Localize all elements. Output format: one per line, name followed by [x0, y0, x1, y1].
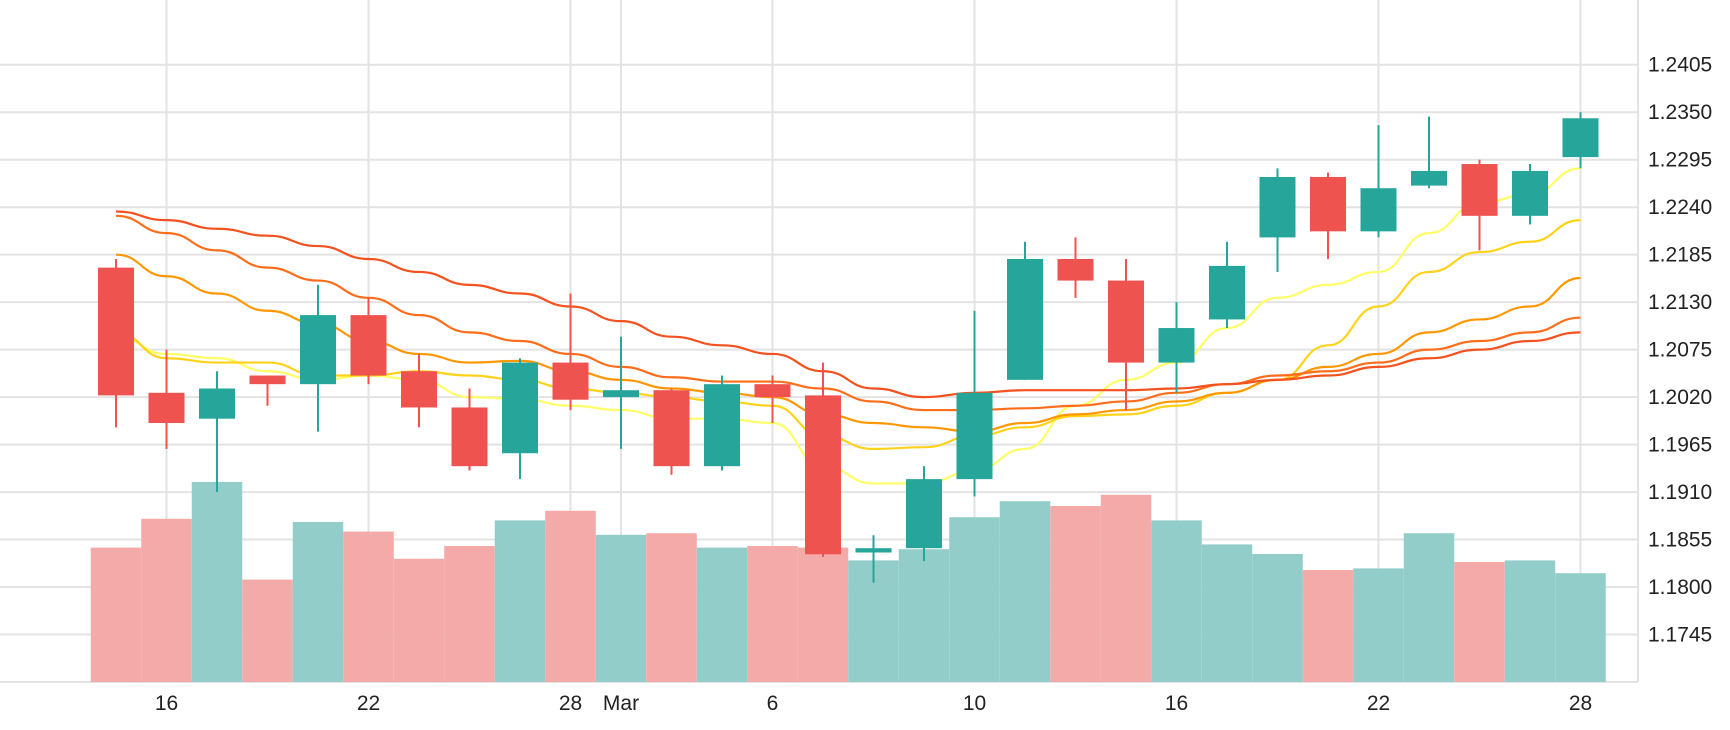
- candle-body: [1562, 118, 1599, 158]
- candle-body: [1310, 176, 1346, 232]
- price-tick-label: 1.1800: [1648, 576, 1712, 599]
- candle-body: [300, 315, 336, 385]
- volume-bar: [1151, 520, 1202, 682]
- time-tick-label: 6: [767, 692, 779, 715]
- volume-bar: [444, 546, 495, 682]
- candle-body: [805, 395, 841, 555]
- candle-body: [148, 392, 185, 424]
- candle-body: [1259, 176, 1296, 238]
- candle-body: [1007, 258, 1043, 380]
- candle-body: [1209, 265, 1245, 320]
- price-tick-label: 1.2405: [1648, 54, 1712, 77]
- price-tick-label: 1.2020: [1648, 386, 1712, 409]
- candle-body: [1158, 328, 1195, 363]
- candle-body: [199, 388, 235, 419]
- time-tick-label: 22: [357, 692, 380, 715]
- candles: [98, 112, 1599, 583]
- volume-bar: [1504, 560, 1556, 682]
- price-tick-label: 1.2075: [1648, 339, 1712, 362]
- volume-bar: [1353, 568, 1404, 682]
- volume-bar: [999, 501, 1051, 682]
- candle-body: [754, 384, 791, 398]
- candle-body: [350, 315, 387, 376]
- volume-bar: [949, 517, 1000, 682]
- price-tick-label: 1.1745: [1648, 624, 1712, 647]
- volume-bar: [696, 547, 748, 682]
- price-tick-label: 1.2240: [1648, 196, 1712, 219]
- volume-bar: [747, 546, 798, 682]
- time-tick-label: 22: [1367, 692, 1390, 715]
- candle-body: [98, 267, 134, 396]
- candle-body: [704, 384, 740, 467]
- volume-bar: [292, 522, 344, 682]
- candle-body: [1461, 164, 1498, 216]
- volume-bar: [797, 547, 849, 682]
- candle-body: [906, 479, 942, 549]
- volume-bar: [1100, 494, 1152, 682]
- volume-bar: [494, 520, 546, 682]
- volume-bar: [646, 533, 697, 682]
- candle-body: [1360, 188, 1397, 232]
- volume-bar: [393, 558, 445, 682]
- time-tick-label: 16: [155, 692, 178, 715]
- volume-bar: [1252, 554, 1303, 682]
- candle-body: [653, 390, 690, 467]
- price-tick-label: 1.1855: [1648, 529, 1712, 552]
- candle-body: [502, 362, 538, 454]
- volume-bar: [898, 549, 950, 682]
- time-tick-label: 16: [1165, 692, 1188, 715]
- price-tick-label: 1.2295: [1648, 149, 1712, 172]
- volume-bar: [343, 531, 394, 682]
- candle-body: [552, 362, 589, 400]
- time-tick-label: 28: [559, 692, 582, 715]
- candle-body: [603, 390, 639, 398]
- volume-bar: [545, 510, 596, 682]
- volume-bar: [1454, 562, 1505, 682]
- volume-bar: [90, 547, 142, 682]
- candle-body: [1411, 170, 1447, 186]
- candle-body: [401, 371, 437, 408]
- time-tick-label: 28: [1569, 692, 1592, 715]
- price-tick-label: 1.2130: [1648, 291, 1712, 314]
- time-axis: 16 22 28 Mar 6 10 16 22 28: [155, 692, 1592, 715]
- candle-body: [855, 548, 892, 553]
- volume-bar: [1403, 533, 1455, 682]
- price-tick-label: 1.1965: [1648, 434, 1712, 457]
- volume-bar: [595, 534, 647, 682]
- volume-bar: [191, 482, 243, 682]
- volume-bar: [1050, 506, 1101, 682]
- volume-bar: [141, 518, 192, 682]
- price-tick-label: 1.1910: [1648, 481, 1712, 504]
- volume-bar: [1555, 573, 1606, 682]
- price-axis: 1.2405 1.2350 1.2295 1.2240 1.2185 1.2130 1.20…: [1648, 54, 1712, 647]
- candle-body: [956, 392, 993, 480]
- candle-body: [1512, 170, 1548, 216]
- candle-body: [1057, 258, 1094, 281]
- candle-body: [451, 407, 488, 467]
- moving-average-line: [115, 214, 1581, 412]
- moving-average-line: [115, 210, 1581, 399]
- candle-body: [1108, 280, 1144, 363]
- price-tick-label: 1.2350: [1648, 101, 1712, 124]
- volume-bar: [1201, 544, 1253, 682]
- time-tick-label: Mar: [603, 692, 639, 715]
- time-tick-label: 10: [963, 692, 986, 715]
- volume-bar: [1302, 570, 1354, 682]
- price-tick-label: 1.2185: [1648, 244, 1712, 267]
- candle-body: [249, 375, 286, 385]
- volume-bar: [242, 579, 293, 682]
- volume-bars: [90, 482, 1606, 682]
